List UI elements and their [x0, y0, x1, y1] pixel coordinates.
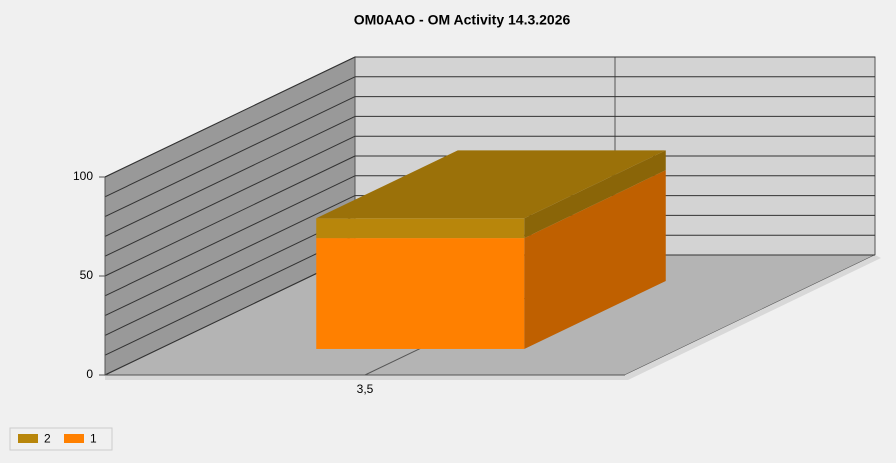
y-tick-label: 0	[86, 367, 93, 381]
bar-side	[524, 150, 666, 239]
floor-edge	[105, 255, 881, 380]
grid-line	[104, 234, 356, 356]
bar-top	[316, 150, 666, 219]
grid-line	[104, 214, 356, 336]
legend-label: 2	[44, 432, 51, 446]
grid-line	[104, 195, 356, 317]
grid-line	[104, 96, 356, 218]
grid-line	[104, 155, 356, 277]
bar	[316, 218, 525, 239]
chart-title: OM0AAO - OM Activity 14.3.2026	[354, 12, 571, 28]
grid-line	[104, 76, 356, 198]
legend	[9, 427, 113, 451]
bar-side	[524, 170, 666, 349]
legend-swatch	[18, 434, 38, 443]
grid-line	[104, 56, 356, 178]
grid-line	[104, 254, 356, 376]
y-tick-label: 100	[73, 169, 93, 183]
bar	[316, 238, 525, 349]
x-tick-label: 3,5	[357, 382, 374, 396]
y-tick-label: 50	[80, 268, 94, 282]
grid-line	[104, 175, 356, 297]
legend-swatch	[64, 434, 84, 443]
legend-label: 1	[90, 432, 97, 446]
grid-line	[104, 115, 356, 237]
grid-line	[104, 135, 356, 257]
